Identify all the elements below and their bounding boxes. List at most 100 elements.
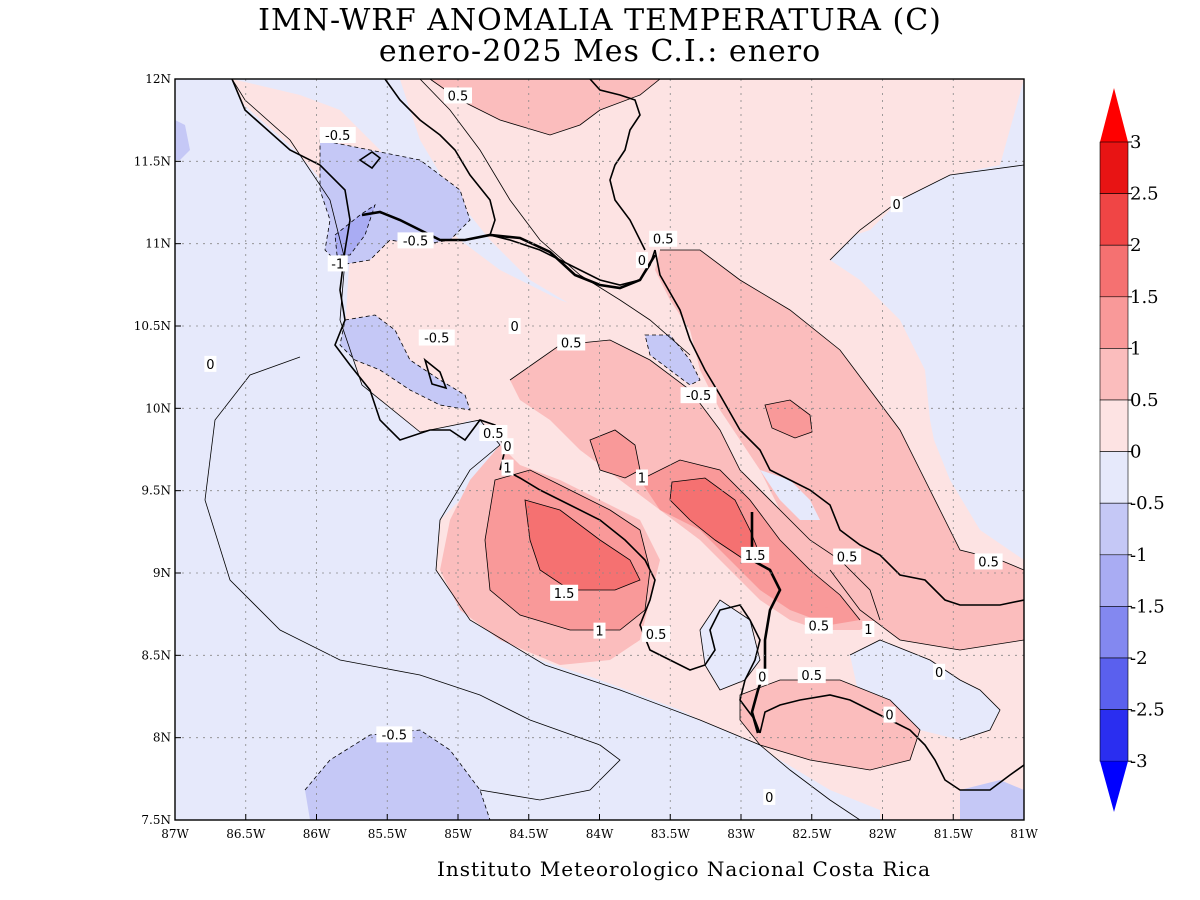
contour-label-bg: [557, 334, 586, 351]
lon-tick-label: 84W: [586, 827, 614, 841]
anomaly-region: [765, 400, 812, 438]
colorbar-label: 1: [1130, 338, 1141, 359]
contour-label: 0: [885, 709, 893, 724]
lon-tick-label: 87W: [161, 827, 189, 841]
colorbar-label: -0.5: [1130, 493, 1165, 514]
temperature-anomaly-field: 0.5-0.5-0.5-10.50000.5-0.50-0.50.50111.5…: [175, 79, 1024, 820]
contour-label-bg: [797, 667, 826, 684]
contour-label-bg: [680, 387, 717, 404]
contour-label-bg: [319, 126, 356, 143]
lat-tick-label: 11N: [145, 237, 171, 251]
lon-tick-label: 83.5W: [651, 827, 691, 841]
anomaly-region: [525, 500, 640, 590]
graticule: [175, 79, 1024, 820]
anomaly-region: [740, 680, 920, 770]
anomaly-region: [830, 79, 1024, 560]
colorbar-label: -1: [1130, 545, 1148, 566]
contour-label: 0: [935, 666, 943, 681]
lon-tick-label: 82.5W: [792, 827, 832, 841]
contour-label-bg: [763, 788, 776, 805]
colorbar: 3 2.5 2 1.5 1 0.5 0 -0.5 -1 -1.5 -2 -2.5 -3: [1099, 88, 1165, 812]
colorbar-swatch: [1099, 193, 1129, 246]
contour-label: 1.5: [554, 587, 575, 602]
lon-tick-label: 84.5W: [509, 827, 549, 841]
contour-label-bg: [635, 469, 648, 486]
lat-tick-label: 11.5N: [134, 154, 171, 168]
lon-tick-label: 86W: [303, 827, 331, 841]
contour-label: 0: [510, 320, 518, 335]
contour-label-bg: [883, 706, 896, 723]
anomaly-region: [175, 120, 190, 160]
colorbar-label: 0: [1130, 442, 1141, 463]
lat-tick-label: 10N: [145, 401, 171, 415]
contour-label: 0.5: [801, 669, 822, 684]
contour-label: 0.5: [808, 620, 829, 635]
contour-label: 0.5: [646, 628, 667, 643]
map-title: IMN-WRF ANOMALIA TEMPERATURA (C): [258, 3, 942, 38]
country-borders: [361, 210, 782, 734]
colorbar-label: -1.5: [1130, 596, 1165, 617]
contour-label-bg: [862, 620, 875, 637]
colorbar-swatch: [1099, 554, 1129, 607]
contour-label: 0: [206, 358, 214, 373]
colorbar-swatch: [1099, 606, 1129, 659]
anomaly-region: [655, 250, 1024, 650]
lat-tick-label: 12N: [145, 72, 171, 86]
colorbar-label: 1.5: [1130, 287, 1159, 308]
contour-label: 1: [595, 625, 603, 640]
anomaly-region: [645, 335, 700, 385]
contour-label-bg: [649, 230, 678, 247]
colorbar-label: 2.5: [1130, 184, 1159, 205]
contour-label: 1.5: [745, 549, 766, 564]
contour-label: 0: [503, 440, 511, 455]
colorbar-label: 3: [1130, 132, 1141, 153]
map-subtitle: enero-2025 Mes C.I.: enero: [378, 34, 822, 69]
contour-label-bg: [550, 584, 579, 601]
anomaly-region: [760, 470, 820, 520]
anomaly-region: [670, 478, 760, 560]
colorbar-swatch: [1099, 348, 1129, 401]
contour-label-bg: [501, 459, 514, 476]
lon-tick-label: 85W: [444, 827, 472, 841]
contour-label-bg: [933, 663, 946, 680]
contour-label-bg: [501, 438, 514, 455]
lat-tick-label: 10.5N: [134, 319, 171, 333]
contour-labels: 0.5-0.5-0.5-10.50000.5-0.50-0.50.50111.5…: [204, 87, 1003, 806]
contour-label: -0.5: [325, 129, 350, 144]
contour-label-bg: [833, 548, 862, 565]
colorbar-swatch: [1099, 296, 1129, 349]
lat-tick-label: 9N: [153, 566, 171, 580]
lon-tick-label: 85.5W: [368, 827, 408, 841]
coastlines: [231, 79, 1024, 791]
contour-label-bg: [479, 425, 508, 442]
colorbar-swatch: [1099, 451, 1129, 504]
colorbar-swatch: [1099, 502, 1129, 556]
contour-label-bg: [444, 87, 472, 104]
anomaly-region: [335, 205, 375, 255]
anomaly-region: [590, 430, 640, 478]
contour-label: 0.5: [561, 336, 582, 351]
contour-label: 0.5: [978, 555, 999, 570]
contour-label: -0.5: [403, 234, 428, 249]
contour-label: 0: [638, 254, 646, 269]
colorbar-label: 0.5: [1130, 390, 1159, 411]
colorbar-label: -2.5: [1130, 700, 1165, 721]
lat-tick-label: 9.5N: [141, 484, 171, 498]
anomaly-region: [430, 79, 660, 135]
lat-tick-label: 8.5N: [141, 648, 171, 662]
lon-tick-label: 86.5W: [226, 827, 266, 841]
colorbar-label: -2: [1130, 648, 1148, 669]
anomaly-region: [700, 600, 760, 690]
contour-label-bg: [974, 553, 1003, 570]
contour-label: 1: [503, 462, 511, 477]
lon-tick-label: 83W: [727, 827, 755, 841]
latitude-axis: 12N 11.5N 11N 10.5N 10N 9.5N 9N 8.5N 8N 7.5N: [134, 72, 181, 827]
contour-label: 1: [638, 471, 646, 486]
lon-tick-label: 81W: [1010, 827, 1038, 841]
contour-label-bg: [418, 329, 455, 346]
colorbar-label: 2: [1130, 235, 1141, 256]
longitude-axis: 87W 86.5W 86W 85.5W 85W 84.5W 84W 83.5W 83W 82.5W…: [161, 814, 1038, 841]
contour-label: 0: [893, 198, 901, 213]
colorbar-label: -3: [1130, 751, 1148, 772]
